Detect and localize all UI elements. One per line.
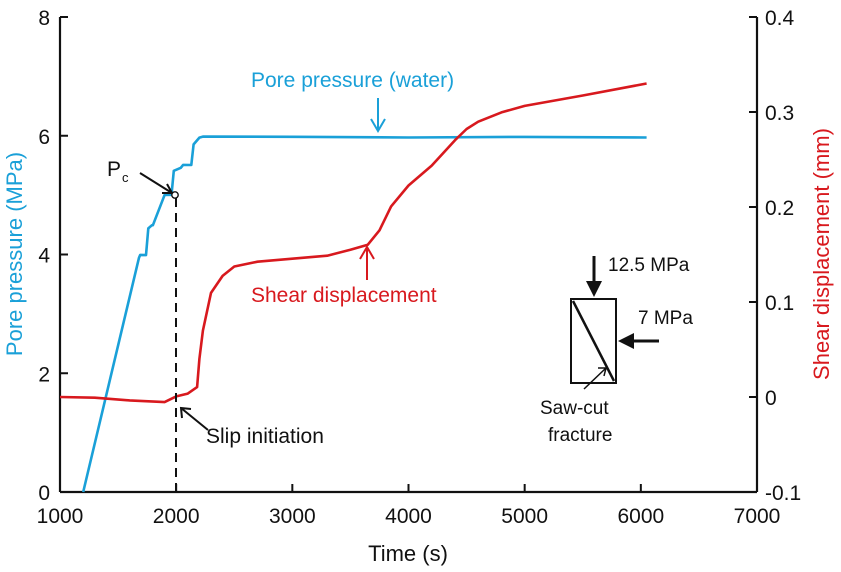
y-right-tick-label: 0.4 (765, 7, 795, 30)
saw-cut-line (571, 300, 616, 382)
x-axis-title: Time (s) (368, 541, 448, 566)
x-tick-label: 5000 (501, 505, 548, 528)
x-tick-label: 1000 (37, 505, 84, 528)
slip-initiation-label: Slip initiation (206, 425, 324, 448)
stress-side-label: 7 MPa (638, 308, 693, 329)
pc-subscript: c (122, 170, 129, 185)
y-right-axis-title: Shear displacement (mm) (809, 128, 834, 380)
pc-marker (171, 191, 179, 199)
y-left-tick-label: 4 (38, 245, 50, 268)
stress-top-label: 12.5 MPa (608, 255, 690, 276)
ticks: 1000 2000 3000 4000 5000 6000 7000 0 2 4 6 8 -0.1 0 0.… (37, 7, 802, 528)
x-tick-label: 6000 (617, 505, 664, 528)
annotations: Pore pressure (water) Shear displacement… (107, 69, 454, 492)
y-left-axis-title: Pore pressure (MPa) (2, 152, 27, 356)
saw-cut-label-line1: Saw-cut (540, 398, 609, 419)
shear-displacement-series-line (59, 82, 647, 404)
y-right-tick-label: -0.1 (765, 482, 801, 505)
saw-cut-pointer (583, 367, 607, 390)
side-stress-arrowhead (618, 333, 634, 349)
x-tick-label: 7000 (734, 505, 781, 528)
y-right-tick-label: 0 (765, 387, 777, 410)
shear-displacement-arrow (359, 245, 375, 280)
pc-arrow (139, 172, 174, 194)
pore-pressure-arrow (370, 98, 386, 133)
series (59, 82, 647, 493)
y-left-tick-label: 8 (38, 7, 50, 30)
pore-pressure-series-line (81, 135, 647, 493)
y-right-tick-label: 0.1 (765, 292, 794, 315)
slip-initiation-arrow (179, 406, 209, 431)
shear-displacement-label: Shear displacement (251, 284, 437, 307)
x-tick-label: 4000 (385, 505, 432, 528)
y-left-tick-label: 2 (38, 363, 50, 386)
saw-cut-label-line2: fracture (548, 425, 612, 446)
y-left-tick-label: 0 (38, 482, 50, 505)
y-right-tick-label: 0.2 (765, 197, 794, 220)
x-tick-label: 2000 (153, 505, 200, 528)
x-tick-label: 3000 (269, 505, 316, 528)
vertical-stress-arrowhead (586, 281, 602, 297)
pc-label: P (107, 158, 121, 181)
pore-pressure-label: Pore pressure (water) (251, 69, 454, 92)
y-right-tick-label: 0.3 (765, 102, 794, 125)
stress-inset: 12.5 MPa 7 MPa Saw-cut fracture (540, 255, 693, 446)
y-left-tick-label: 6 (38, 126, 50, 149)
